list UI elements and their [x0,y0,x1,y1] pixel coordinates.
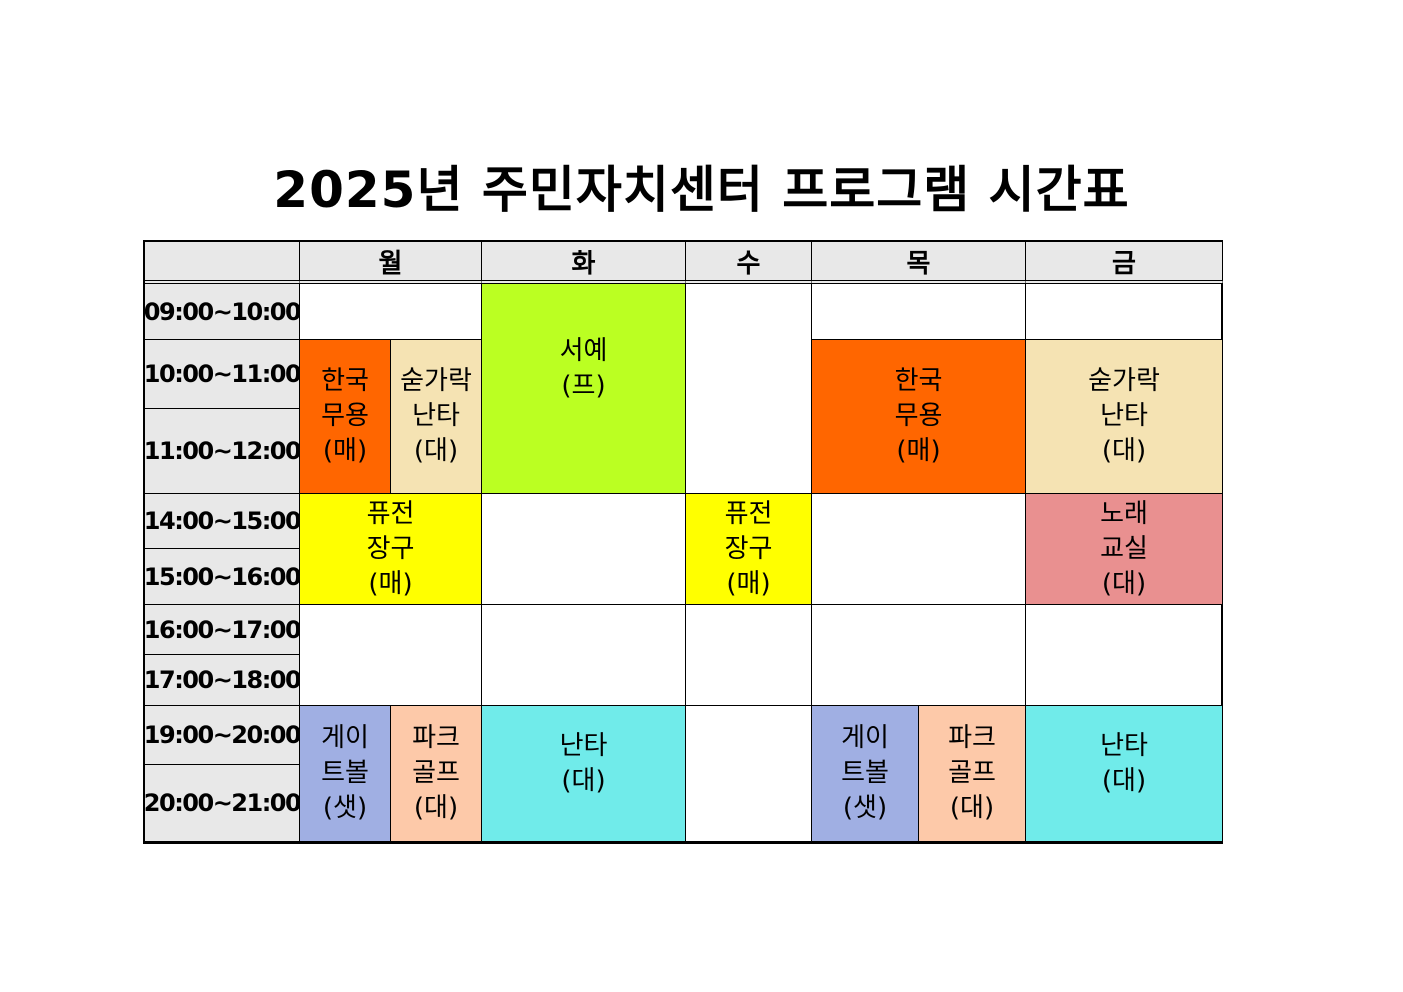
program-name-line: 게이 [321,723,369,753]
program-type: (대) [1101,436,1147,466]
program-name-line: 한국 [321,366,369,396]
program-name-line: 무용 [321,401,369,431]
program-name-line: 교실 [1100,533,1148,564]
program-name-line: 서예 [559,335,608,366]
program-cell: 한국 무용 (매) [300,340,391,494]
empty-cell [300,284,482,340]
program-cell: 퓨전 장구 (매) [686,494,812,605]
program-cell: 한국 무용 (매) [812,340,1026,494]
time-slot: 17:00~18:00 [145,655,300,706]
empty-cell [812,284,1026,340]
program-cell: 퓨전 장구 (매) [300,494,482,605]
day-header-tue: 화 [482,242,686,284]
time-slot: 10:00~11:00 [145,340,300,409]
corner-header [145,242,300,284]
program-type: (대) [949,793,995,823]
empty-cell [812,494,1026,605]
program-name-line: 트볼 [841,758,889,788]
empty-cell [482,605,686,706]
program-name-line: 노래 [1100,498,1148,529]
program-name-line: 무용 [894,401,943,431]
program-type: (대) [413,436,459,466]
empty-cell [686,605,812,706]
time-slot: 20:00~21:00 [145,765,300,842]
time-slot: 11:00~12:00 [145,409,300,494]
empty-cell [686,284,812,494]
program-name-line: 퓨전 [366,498,415,529]
program-name-line: 파크 [948,723,996,753]
empty-cell [482,494,686,605]
program-cell: 서예 (프) [482,284,686,494]
program-name-line: 난타 [1100,730,1148,761]
program-cell: 노래 교실 (대) [1026,494,1223,605]
day-header-mon: 월 [300,242,482,284]
program-type: (매) [726,568,771,599]
program-cell: 파크 골프 (대) [391,706,482,842]
day-header-wed: 수 [686,242,812,284]
program-cell: 숟가락 난타 (대) [391,340,482,494]
empty-cell [300,605,482,706]
program-type: (대) [1101,568,1147,599]
program-name-line: 숟가락 [400,366,472,396]
empty-cell [1026,284,1223,340]
time-slot: 15:00~16:00 [145,549,300,605]
program-type: (프) [561,370,606,401]
program-type: (대) [561,765,606,796]
program-name-line: 트볼 [321,758,369,788]
time-slot: 19:00~20:00 [145,706,300,765]
program-type: (매) [896,436,941,466]
time-slot: 14:00~15:00 [145,494,300,549]
empty-cell [812,605,1026,706]
program-type: (대) [413,793,459,823]
program-type: (매) [322,436,368,466]
program-name-line: 파크 [412,723,460,753]
time-slot: 16:00~17:00 [145,605,300,655]
day-header-thu: 목 [812,242,1026,284]
program-name-line: 한국 [894,366,943,396]
program-type: (샛) [322,793,368,823]
program-cell: 게이 트볼 (샛) [300,706,391,842]
program-name-line: 난타 [1100,401,1148,431]
empty-cell [686,706,812,842]
program-name-line: 퓨전 [724,498,773,529]
program-type: (샛) [842,793,888,823]
program-cell: 난타 (대) [1026,706,1223,842]
program-cell: 파크 골프 (대) [919,706,1026,842]
time-slot: 09:00~10:00 [145,284,300,340]
timetable: 월 화 수 목 금 09:00~10:00 10:00~11:00 11:00~… [143,240,1223,844]
page-title: 2025년 주민자치센터 프로그램 시간표 [273,161,1130,219]
empty-cell [1026,605,1223,706]
program-name-line: 골프 [948,758,996,788]
program-type: (매) [368,568,413,599]
day-header-fri: 금 [1026,242,1223,284]
program-cell: 숟가락 난타 (대) [1026,340,1223,494]
program-name-line: 숟가락 [1088,366,1160,396]
program-name-line: 난타 [559,730,608,761]
program-name-line: 장구 [724,533,773,564]
program-name-line: 난타 [412,401,460,431]
program-name-line: 게이 [841,723,889,753]
program-name-line: 골프 [412,758,460,788]
program-cell: 난타 (대) [482,706,686,842]
program-type: (대) [1101,765,1147,796]
program-name-line: 장구 [366,533,415,564]
program-cell: 게이 트볼 (샛) [812,706,919,842]
